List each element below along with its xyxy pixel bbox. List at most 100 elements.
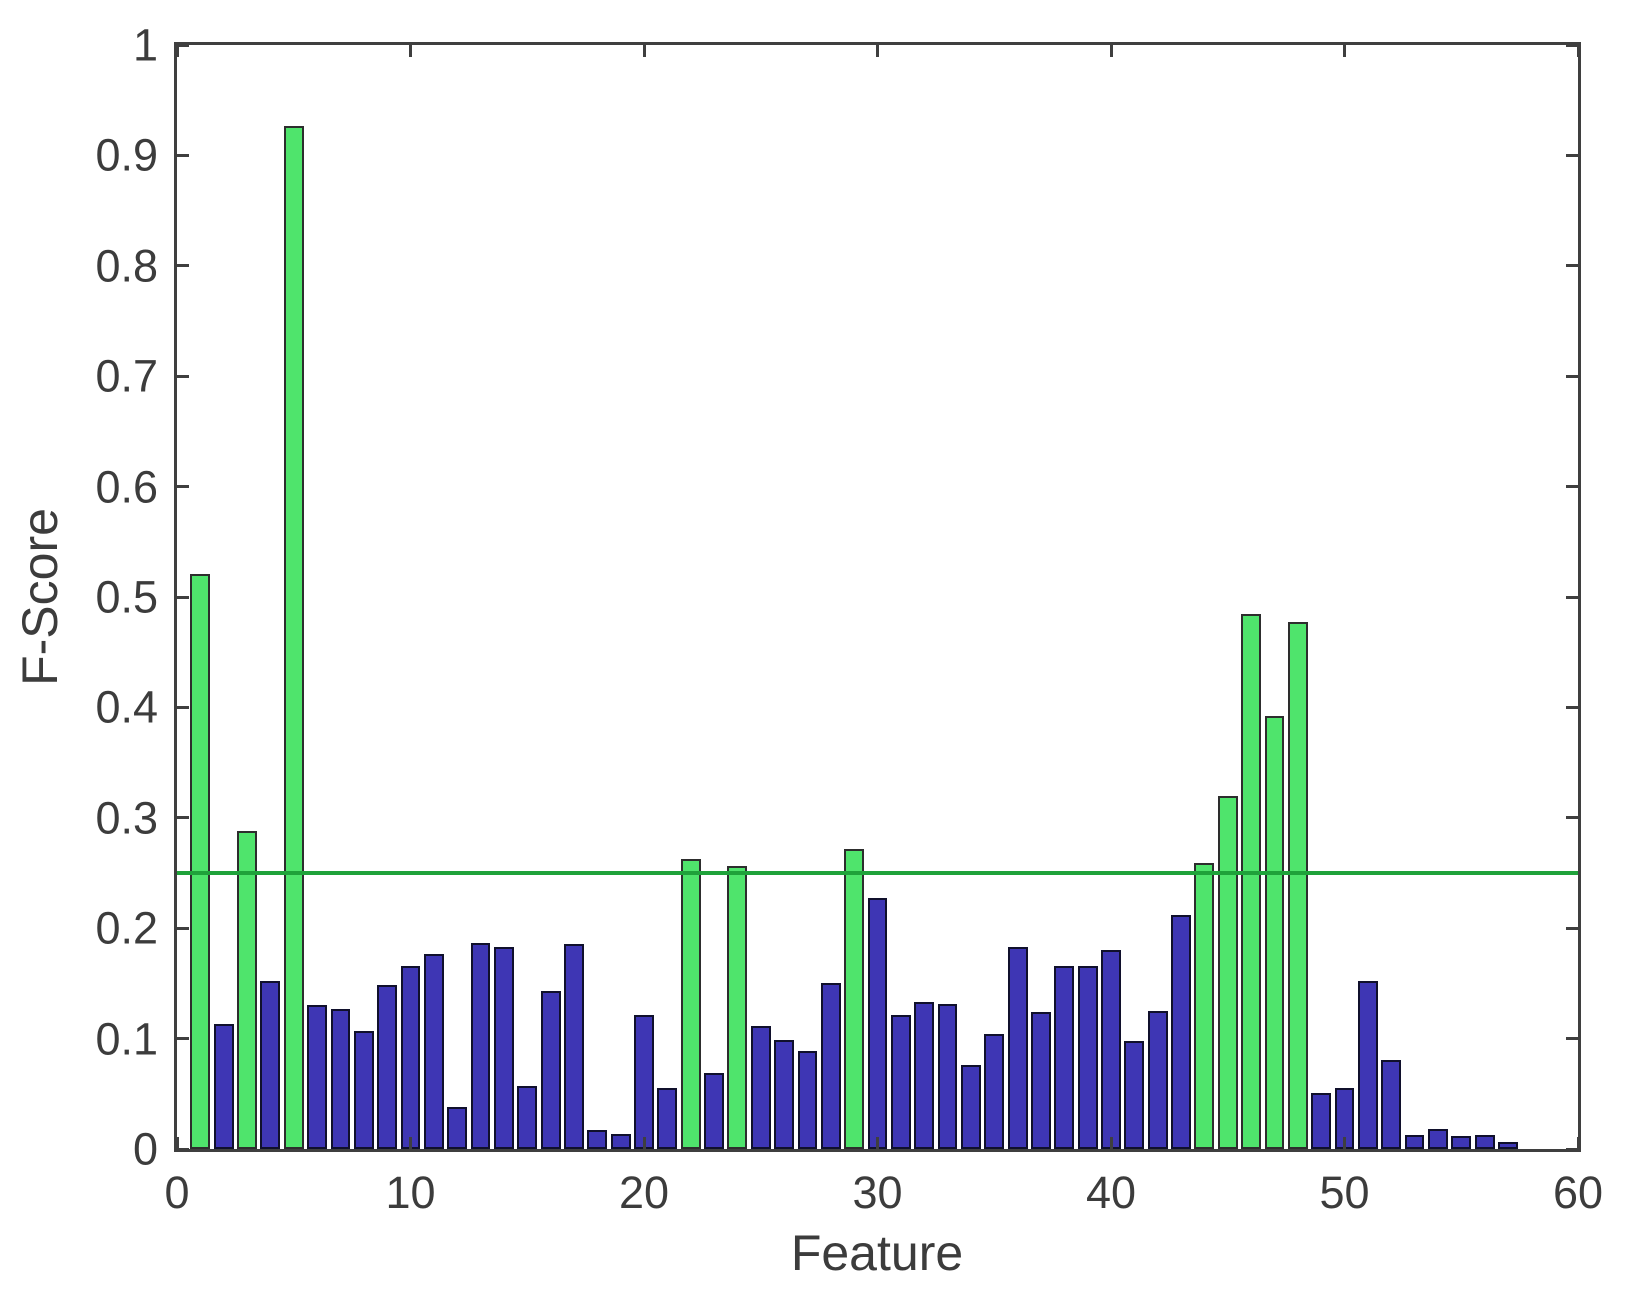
- x-tick-label-10: 10: [385, 1167, 436, 1218]
- y-tick-right-0.3: [1566, 816, 1578, 820]
- bar-feature-47: [1264, 716, 1285, 1149]
- bar-feature-41: [1124, 1040, 1145, 1149]
- bar-feature-13: [470, 942, 491, 1149]
- bar-feature-32: [914, 1002, 935, 1149]
- y-tick-0.2: [177, 926, 189, 930]
- bar-feature-2: [213, 1024, 234, 1149]
- bar-feature-51: [1357, 981, 1378, 1149]
- y-tick-label-0: 0: [132, 1123, 158, 1175]
- bar-feature-48: [1287, 622, 1308, 1149]
- x-tick-top-30: [876, 45, 879, 57]
- x-tick-top-60: [1576, 45, 1580, 57]
- bar-feature-1: [190, 573, 211, 1149]
- x-axis-label: Feature: [790, 1225, 964, 1281]
- x-tick-top-20: [642, 45, 646, 57]
- bar-feature-44: [1194, 863, 1215, 1149]
- bar-feature-24: [727, 866, 748, 1149]
- y-tick-right-0.2: [1566, 926, 1578, 930]
- bar-feature-55: [1451, 1135, 1472, 1149]
- y-axis-label: F-Score: [12, 508, 68, 686]
- y-tick-label-0.5: 0.5: [95, 571, 158, 623]
- bar-feature-19: [610, 1133, 631, 1149]
- x-tick-top-40: [1109, 45, 1113, 57]
- plot-inner: [177, 45, 1578, 1149]
- bar-feature-5: [283, 125, 304, 1149]
- y-tick-label-0.7: 0.7: [95, 350, 158, 402]
- bar-feature-14: [493, 946, 514, 1149]
- bar-feature-43: [1171, 914, 1191, 1149]
- bar-feature-49: [1311, 1092, 1332, 1149]
- y-tick-0.7: [177, 374, 189, 378]
- x-tick-label-40: 40: [1085, 1167, 1137, 1218]
- y-tick-right-0.5: [1566, 595, 1578, 599]
- y-tick-0.6: [177, 485, 189, 489]
- bar-feature-46: [1241, 613, 1262, 1149]
- x-tick-40: [1109, 1137, 1113, 1149]
- bar-feature-15: [517, 1086, 538, 1149]
- bar-feature-23: [704, 1072, 724, 1149]
- bar-feature-18: [587, 1130, 608, 1149]
- y-tick-0.8: [177, 264, 189, 268]
- bar-feature-28: [820, 983, 841, 1149]
- bar-feature-31: [890, 1015, 911, 1149]
- y-tick-right-0.6: [1566, 485, 1578, 489]
- bar-feature-17: [564, 943, 584, 1149]
- x-tick-label-20: 20: [618, 1167, 670, 1218]
- y-tick-0.9: [177, 153, 189, 157]
- y-tick-0.4: [177, 705, 189, 709]
- bar-feature-40: [1101, 950, 1121, 1149]
- y-tick-right-0.8: [1566, 264, 1578, 268]
- y-tick-0: [177, 1147, 189, 1151]
- bar-feature-16: [540, 991, 561, 1149]
- bar-feature-4: [260, 981, 281, 1149]
- bar-feature-7: [330, 1008, 351, 1149]
- x-tick-top-50: [1343, 45, 1346, 57]
- bar-feature-8: [353, 1030, 374, 1149]
- y-tick-label-0.3: 0.3: [95, 792, 158, 844]
- y-tick-right-0.9: [1566, 153, 1578, 157]
- x-tick-label-50: 50: [1319, 1167, 1370, 1218]
- bar-feature-42: [1147, 1011, 1168, 1149]
- threshold-line: [177, 871, 1578, 875]
- x-tick-label-0: 0: [164, 1167, 190, 1218]
- y-tick-right-0.1: [1566, 1037, 1578, 1041]
- y-tick-label-0.6: 0.6: [95, 461, 158, 513]
- x-tick-60: [1576, 1137, 1580, 1149]
- y-tick-right-0.7: [1566, 374, 1578, 378]
- bar-feature-57: [1498, 1142, 1518, 1149]
- y-tick-label-0.2: 0.2: [95, 902, 158, 954]
- bar-feature-34: [960, 1065, 981, 1149]
- bar-feature-25: [750, 1026, 771, 1149]
- bar-feature-3: [237, 831, 257, 1149]
- bar-feature-6: [307, 1005, 328, 1149]
- bar-feature-56: [1474, 1134, 1495, 1149]
- y-tick-right-0: [1566, 1147, 1578, 1151]
- bar-feature-54: [1427, 1129, 1448, 1149]
- bar-feature-11: [423, 953, 444, 1149]
- x-tick-30: [876, 1137, 879, 1149]
- y-tick-label-1: 1: [132, 19, 158, 71]
- bar-feature-39: [1077, 965, 1098, 1149]
- bar-feature-20: [634, 1015, 654, 1149]
- bar-feature-52: [1381, 1059, 1402, 1149]
- x-tick-label-30: 30: [852, 1167, 903, 1218]
- x-tick-top-10: [409, 45, 412, 57]
- y-tick-0.3: [177, 816, 189, 820]
- plot-area: [174, 42, 1581, 1152]
- bar-feature-26: [774, 1039, 795, 1149]
- bar-feature-12: [447, 1107, 468, 1149]
- bar-feature-45: [1217, 795, 1238, 1149]
- x-tick-0: [175, 1137, 179, 1149]
- bar-feature-27: [797, 1050, 818, 1149]
- x-tick-50: [1343, 1137, 1346, 1149]
- y-tick-1: [177, 43, 189, 47]
- x-tick-20: [642, 1137, 646, 1149]
- y-tick-right-0.4: [1566, 705, 1578, 709]
- bar-feature-30: [867, 898, 888, 1149]
- x-tick-10: [409, 1137, 412, 1149]
- bar-feature-53: [1404, 1134, 1425, 1149]
- y-tick-label-0.1: 0.1: [95, 1013, 158, 1065]
- bar-feature-9: [377, 984, 398, 1149]
- y-tick-0.5: [177, 595, 189, 599]
